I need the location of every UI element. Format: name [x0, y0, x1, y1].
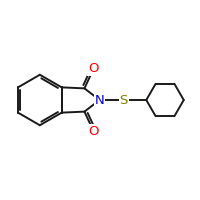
Text: S: S — [119, 94, 128, 107]
Text: O: O — [88, 125, 99, 138]
Text: O: O — [88, 62, 99, 75]
Text: N: N — [95, 94, 104, 107]
